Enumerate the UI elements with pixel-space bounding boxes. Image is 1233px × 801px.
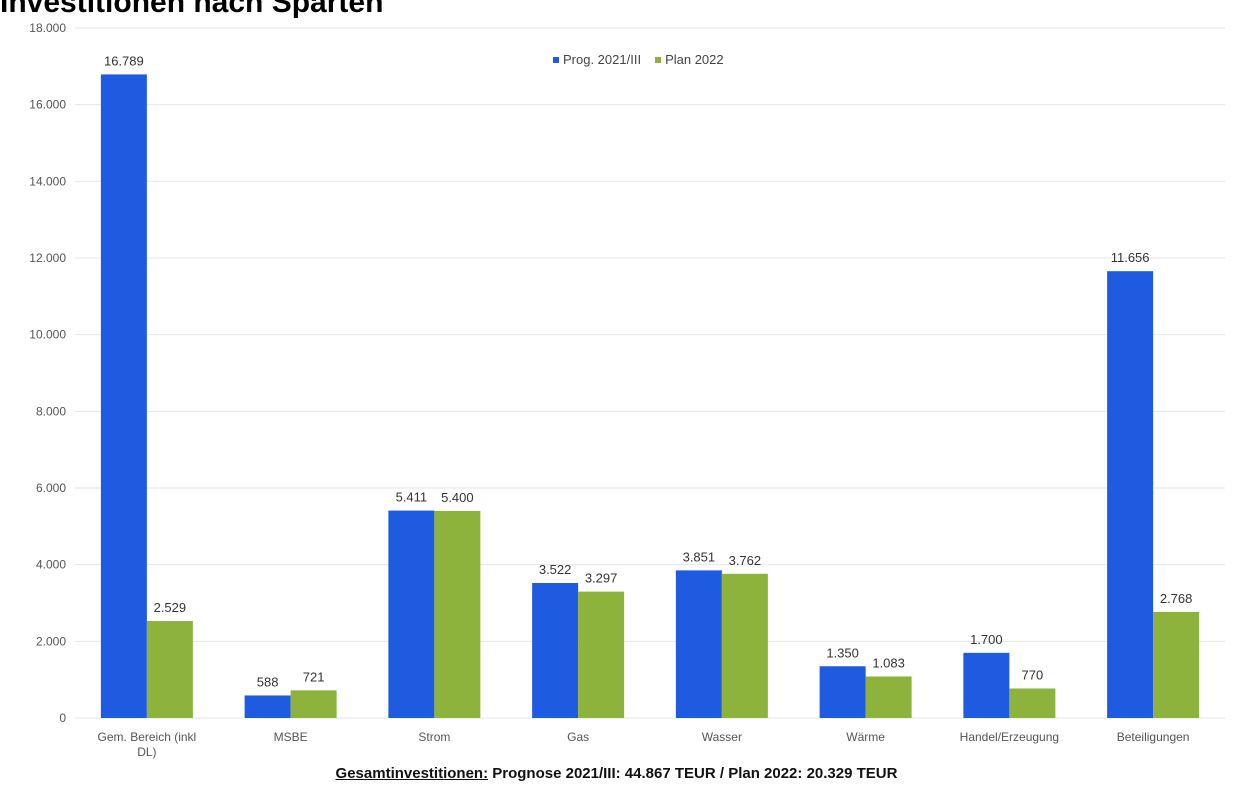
data-label-prog: 11.656 [1111, 250, 1150, 265]
bar-prog [1107, 271, 1154, 718]
data-label-plan: 3.297 [585, 571, 618, 586]
data-label-plan: 1.083 [872, 655, 905, 670]
x-tick-label: Gas [567, 730, 589, 744]
bar-plan [1153, 611, 1200, 718]
data-label-plan: 2.768 [1160, 591, 1193, 606]
x-tick-label: MSBE [274, 730, 308, 744]
page-title: Investitionen nach Sparten [0, 0, 384, 19]
data-label-plan: 5.400 [441, 490, 474, 505]
y-tick-label: 10.000 [29, 328, 66, 342]
y-tick-label: 4.000 [36, 558, 66, 572]
x-tick-label: Gem. Bereich (inkl [98, 730, 197, 744]
data-label-plan: 2.529 [154, 600, 187, 615]
total-summary: Gesamtinvestitionen: Prognose 2021/III: … [0, 765, 1233, 782]
legend-item-prog: Prog. 2021/III [553, 52, 641, 67]
bar-prog [100, 74, 147, 718]
data-label-prog: 16.789 [104, 53, 144, 68]
bar-plan [434, 511, 481, 718]
x-tick-label: Wärme [846, 730, 885, 744]
y-tick-label: 8.000 [36, 404, 66, 418]
x-tick-label: Strom [418, 730, 450, 744]
x-tick-label: Handel/Erzeugung [960, 730, 1059, 744]
bar-prog [388, 510, 435, 718]
legend: Prog. 2021/III Plan 2022 [553, 52, 724, 67]
legend-swatch-prog [553, 56, 559, 63]
x-tick-label: Beteiligungen [1117, 730, 1190, 744]
y-tick-label: 6.000 [36, 481, 66, 495]
bar-prog [532, 582, 579, 718]
data-label-prog: 3.851 [683, 549, 716, 564]
data-label-prog: 5.411 [396, 490, 428, 505]
y-tick-label: 18.000 [29, 21, 66, 35]
data-label-prog: 3.522 [539, 562, 572, 577]
bar-prog [963, 652, 1010, 718]
bar-plan [146, 621, 193, 718]
bar-plan [290, 690, 337, 718]
bar-plan [1009, 688, 1056, 718]
data-label-prog: 1.350 [826, 645, 859, 660]
data-label-plan: 770 [1022, 667, 1044, 682]
bar-prog [244, 695, 291, 718]
total-summary-label: Gesamtinvestitionen: [335, 765, 489, 782]
data-label-prog: 588 [257, 674, 279, 689]
data-label-prog: 1.700 [970, 632, 1003, 647]
legend-item-plan: Plan 2022 [655, 52, 724, 67]
x-tick-label: DL) [137, 745, 156, 759]
y-tick-label: 14.000 [29, 174, 66, 188]
bar-plan [578, 591, 625, 718]
bar-prog [819, 666, 866, 718]
data-label-plan: 721 [303, 669, 325, 684]
data-label-plan: 3.762 [729, 553, 762, 568]
bar-plan [721, 573, 768, 718]
y-tick-label: 0 [59, 711, 66, 725]
y-tick-label: 12.000 [29, 251, 66, 265]
legend-swatch-plan [655, 56, 662, 63]
x-tick-label: Wasser [702, 730, 742, 744]
legend-label-plan: Plan 2022 [665, 52, 724, 67]
bar-plan [865, 676, 912, 718]
y-tick-label: 2.000 [36, 634, 66, 648]
bar-prog [675, 570, 722, 718]
total-summary-text: Prognose 2021/III: 44.867 TEUR / Plan 20… [488, 765, 898, 782]
legend-label-prog: Prog. 2021/III [563, 52, 642, 67]
y-tick-label: 16.000 [29, 98, 66, 112]
